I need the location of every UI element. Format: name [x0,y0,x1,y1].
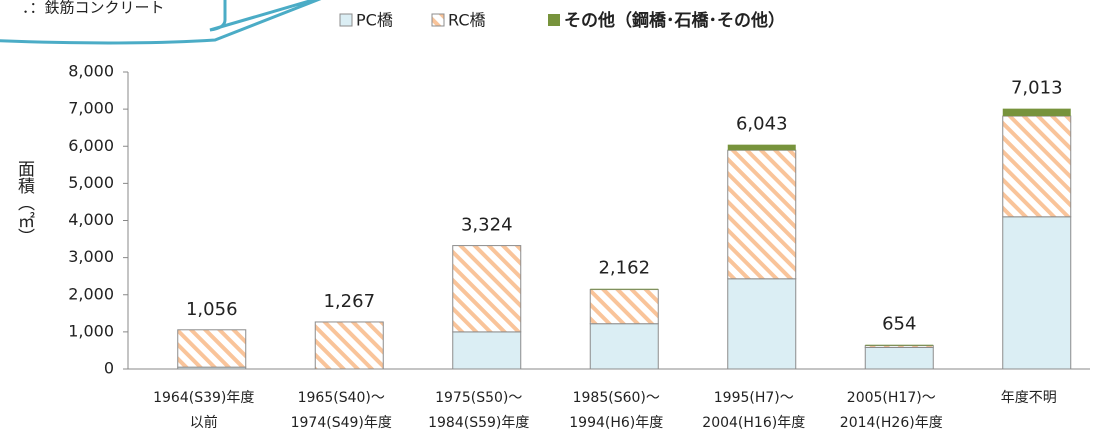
y-tick-label: 8,000 [68,62,114,81]
x-tick-label: 1964(S39)年度 [153,390,254,406]
bar-segment [1002,108,1071,117]
y-tick-label: 1,000 [68,321,114,340]
callout [0,0,322,45]
y-tick-label: 4,000 [68,210,114,229]
x-tick-label: 2014(H26)年度 [840,415,943,431]
total-label: 1,056 [186,299,238,320]
total-label: 6,043 [736,114,788,135]
total-label: 654 [882,314,916,335]
x-tick-label: 2005(H17)～ [847,390,936,406]
legend-label: その他（鋼橋･石橋･その他） [564,10,785,31]
bar-segment [727,278,797,370]
bar-segment [589,289,659,325]
x-tick-label: 年度不明 [1001,390,1057,406]
y-tick-label: 5,000 [68,173,114,192]
total-label: 3,324 [461,215,513,236]
bar-segment [864,346,934,370]
x-tick-label: 以前 [190,414,218,431]
bar-segment [1002,216,1072,370]
y-tick-label: 7,000 [68,99,114,118]
x-tick-label: 1984(S59)年度 [428,415,529,431]
legend-label: RC橋 [448,11,486,30]
x-tick-label: 2004(H16)年度 [702,415,805,431]
total-label: 1,267 [323,291,375,312]
bar-segment [177,329,247,368]
total-label: 2,162 [598,258,650,279]
bar-segment [864,345,934,348]
y-tick-label: 2,000 [68,284,114,303]
bar-segment [1002,115,1072,218]
x-tick-label: 1995(H7)～ [714,390,794,406]
legend-swatch [431,13,445,27]
bar-segment [589,323,659,370]
x-tick-label: 1985(S60)～ [573,390,660,406]
total-label: 7,013 [1011,78,1063,99]
bar-segment [865,344,934,346]
bar-segment [727,144,796,151]
x-tick-label: 1994(H6)年度 [569,415,663,431]
annotation: ．：鉄筋コンクリート [22,0,165,17]
legend-swatch [548,14,560,26]
bar-segment [727,149,797,280]
legend-label: PC橋 [356,11,393,30]
bar-segment [590,288,659,290]
y-tick-label: 3,000 [68,247,114,266]
bar-segment [452,245,522,333]
y-tick-label: 0 [104,359,114,378]
x-tick-label: 1975(S50)～ [435,390,522,406]
x-tick-label: 1965(S40)～ [298,390,385,406]
legend-swatch [339,13,353,27]
bar-segment [314,321,384,370]
bar-segment [452,331,522,370]
y-tick-label: 6,000 [68,136,114,155]
x-tick-label: 1974(S49)年度 [291,415,392,431]
y-axis-label: 面積（㎡） [14,160,34,245]
